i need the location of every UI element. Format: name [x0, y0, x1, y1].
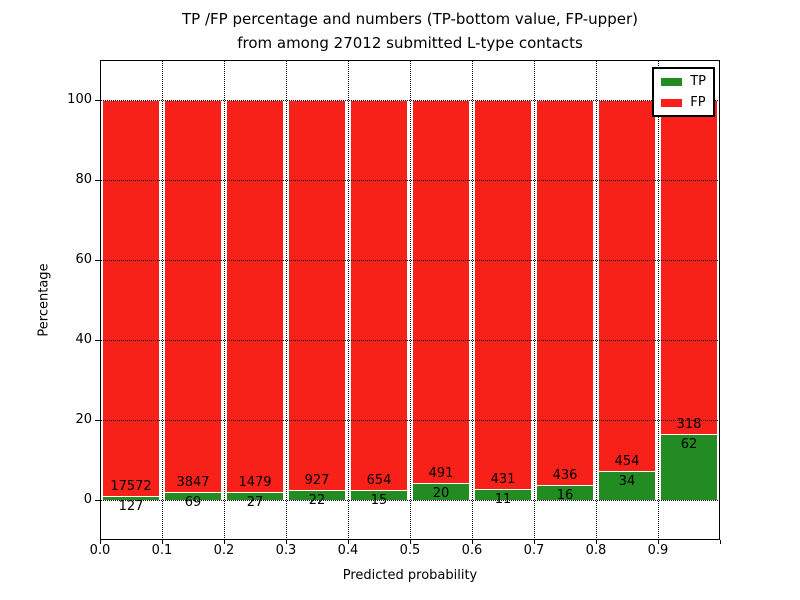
x-ticklabel-0.2: 0.2	[213, 543, 235, 558]
tp-count-label-0.9-1.0: 62	[680, 436, 698, 452]
y-ticklabel-20: 20	[75, 412, 92, 427]
vgridline-0.7	[533, 60, 535, 540]
fp-count-label-0.9-1.0: 318	[676, 416, 702, 432]
x-ticklabel-0.8: 0.8	[585, 543, 607, 558]
bar-segment-fp-0.0-0.1	[102, 100, 160, 498]
plot-area: 17572 127 3847 69 1479 27 927 22 654 15 491 20 431 11…	[100, 60, 720, 540]
fp-count-label-0.4-0.5: 654	[366, 473, 392, 489]
vgridline-0.2	[223, 60, 225, 540]
fp-count-label-0.2-0.3: 1479	[238, 474, 272, 490]
chart-title-line1: TP /FP percentage and numbers (TP-bottom…	[182, 10, 638, 28]
chart-title: TP /FP percentage and numbers (TP-bottom…	[100, 7, 720, 55]
tp-count-label-0.3-0.4: 22	[308, 492, 326, 508]
x-ticklabel-0.1: 0.1	[151, 543, 173, 558]
vgridline-0.4	[347, 60, 349, 540]
y-tickmark-60	[95, 259, 100, 261]
bar-segment-tp-0.8-0.9	[598, 472, 656, 500]
legend-entry-fp: FP	[661, 95, 706, 110]
x-tickmark-0.9	[657, 540, 659, 544]
bar-segment-tp-0.3-0.4	[288, 490, 346, 500]
x-ticklabel-0.0: 0.0	[89, 543, 111, 558]
legend-swatch-tp	[661, 77, 683, 86]
tp-count-label-0.4-0.5: 15	[370, 493, 388, 509]
bar-segment-fp-0.1-0.2	[164, 100, 222, 493]
fp-count-label-0.8-0.9: 454	[614, 454, 640, 470]
y-tickmark-40	[95, 339, 100, 341]
bar-segment-fp-0.6-0.7	[474, 100, 532, 491]
bar-segment-fp-0.5-0.6	[412, 100, 470, 485]
fp-count-label-0.7-0.8: 436	[552, 467, 578, 483]
fp-count-label-0.6-0.7: 431	[490, 472, 516, 488]
x-tickmark-0.6	[471, 540, 473, 544]
y-tickmark-0	[95, 499, 100, 501]
vgridline-0.3	[285, 60, 287, 540]
tp-count-label-0.8-0.9: 34	[618, 474, 636, 490]
tp-count-label-0.5-0.6: 20	[432, 486, 450, 502]
bar-segment-tp-0.9-1.0	[660, 434, 718, 500]
bar-segment-tp-0.7-0.8	[536, 485, 594, 500]
tp-count-label-0.2-0.3: 27	[246, 494, 264, 510]
y-ticklabel-0: 0	[83, 492, 92, 507]
tp-count-label-0.0-0.1: 127	[118, 499, 144, 515]
fp-count-label-0.5-0.6: 491	[428, 466, 454, 482]
y-ticklabel-40: 40	[75, 332, 92, 347]
x-ticklabel-0.4: 0.4	[337, 543, 359, 558]
fp-count-label-0.0-0.1: 17572	[110, 479, 152, 495]
bar-segment-fp-0.9-1.0	[660, 100, 718, 435]
x-tickmark-0.3	[285, 540, 287, 544]
tp-count-label-0.1-0.2: 69	[184, 494, 202, 510]
legend-entry-tp: TP	[661, 74, 706, 89]
y-axis-label: Percentage	[36, 263, 52, 337]
legend: TP FP	[652, 67, 715, 117]
x-ticklabel-0.3: 0.3	[275, 543, 297, 558]
tp-count-label-0.7-0.8: 16	[556, 487, 574, 503]
vgridline-0.8	[595, 60, 597, 540]
legend-label-fp: FP	[690, 95, 706, 110]
x-tickmark-0.5	[409, 540, 411, 544]
y-ticklabel-100: 100	[67, 92, 92, 107]
x-tickmark-0.4	[347, 540, 349, 544]
y-ticklabel-60: 60	[75, 252, 92, 267]
legend-label-tp: TP	[690, 74, 706, 89]
x-tickmark-0.0	[99, 540, 101, 544]
bar-segment-tp-0.6-0.7	[474, 490, 532, 500]
bar-segment-fp-0.7-0.8	[536, 100, 594, 486]
y-tickmark-100	[95, 99, 100, 101]
x-tickmark-0.1	[161, 540, 163, 544]
chart-title-line2: from among 27012 submitted L-type contac…	[237, 34, 583, 52]
x-ticklabel-0.6: 0.6	[461, 543, 483, 558]
y-tickmark-20	[95, 419, 100, 421]
vgridline-0.1	[161, 60, 163, 540]
x-tickmark-0.7	[533, 540, 535, 544]
y-tickmark-80	[95, 179, 100, 181]
bar-segment-fp-0.8-0.9	[598, 100, 656, 473]
x-ticklabel-0.7: 0.7	[523, 543, 545, 558]
bar-segment-tp-0.5-0.6	[412, 484, 470, 500]
bar-segment-tp-0.0-0.1	[102, 497, 160, 500]
bar-segment-tp-0.1-0.2	[164, 492, 222, 500]
x-ticklabel-0.9: 0.9	[647, 543, 669, 558]
x-axis-label: Predicted probability	[342, 568, 478, 583]
vgridline-0.9	[657, 60, 659, 540]
fp-count-label-0.3-0.4: 927	[304, 472, 330, 488]
x-tickmark-0.2	[223, 540, 225, 544]
bar-segment-tp-0.2-0.3	[226, 492, 284, 500]
vgridline-0.6	[471, 60, 473, 540]
x-ticklabel-0.5: 0.5	[399, 543, 421, 558]
vgridline-0.5	[409, 60, 411, 540]
fp-count-label-0.1-0.2: 3847	[176, 474, 210, 490]
x-tickmark-0.8	[595, 540, 597, 544]
bar-segment-fp-0.4-0.5	[350, 100, 408, 492]
bar-segment-fp-0.2-0.3	[226, 100, 284, 493]
tp-count-label-0.6-0.7: 11	[494, 492, 512, 508]
legend-swatch-fp	[661, 98, 683, 107]
bar-segment-tp-0.4-0.5	[350, 491, 408, 500]
y-ticklabel-80: 80	[75, 172, 92, 187]
x-tickmark-1.0	[719, 540, 721, 544]
bar-segment-fp-0.3-0.4	[288, 100, 346, 491]
